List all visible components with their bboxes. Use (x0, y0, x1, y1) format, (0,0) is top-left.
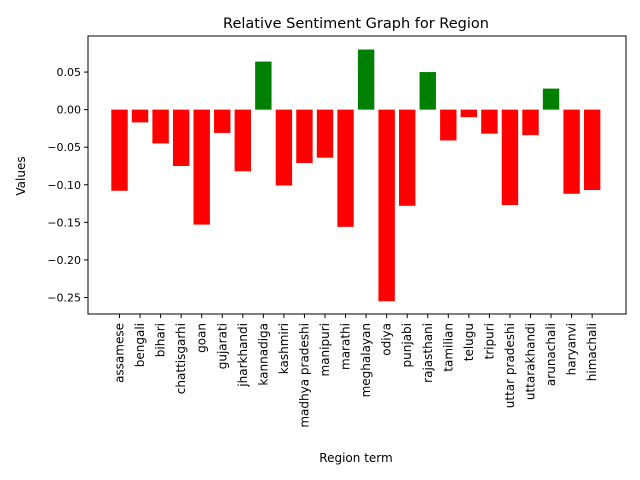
x-tick-label: rajasthani (421, 323, 435, 383)
bar-tripuri (481, 109, 498, 134)
x-tick-label: uttar pradeshi (503, 323, 517, 408)
bar-telugu (460, 109, 478, 118)
bar-bengali (131, 109, 149, 123)
x-tick-label: uttarakhandi (524, 323, 538, 400)
bar-rajasthani (419, 72, 436, 110)
bar-kashmiri (275, 109, 293, 186)
x-tick-label: haryanvi (565, 323, 579, 375)
x-tick-label: chattisgarhi (174, 323, 188, 394)
bar-arunachali (542, 88, 560, 110)
x-tick-label: madhya pradeshi (297, 323, 311, 428)
bar-gujarati (214, 109, 231, 133)
bar-punjabi (399, 109, 416, 206)
x-tick-label: assamese (113, 323, 127, 383)
y-axis-label: Values (14, 156, 28, 195)
x-tick-label: tamilian (441, 323, 455, 372)
y-tick-label: −0.20 (47, 254, 81, 267)
bar-uttarakhandi (522, 109, 539, 136)
y-tick-label: −0.25 (47, 291, 81, 304)
x-tick-label: gujarati (215, 323, 229, 369)
x-tick-label: kashmiri (277, 323, 291, 374)
x-tick-label: punjabi (400, 323, 414, 367)
x-tick-label: kannadiga (256, 323, 270, 386)
chart-title: Relative Sentiment Graph for Region (223, 16, 489, 32)
x-tick-label: himachali (585, 323, 599, 381)
y-axis-ticks: 0.05 0.00 −0.05 −0.10 −0.15 −0.20 −0.25 (47, 66, 88, 304)
x-tick-label: bengali (133, 323, 147, 367)
bar-goan (193, 109, 210, 225)
bar-haryanvi (563, 109, 580, 194)
x-axis-label: Region term (319, 451, 392, 465)
x-tick-label: arunachali (544, 323, 558, 386)
x-tick-label: bihari (154, 323, 168, 357)
x-tick-label: goan (195, 323, 209, 353)
x-tick-label: tripuri (482, 323, 496, 359)
x-tick-label: marathi (339, 323, 353, 370)
x-tick-label: jharkhandi (236, 323, 250, 388)
x-tick-label: manipuri (318, 323, 332, 376)
x-tick-label: odiya (380, 323, 394, 356)
bar-assamese (111, 109, 128, 191)
bar-manipuri (316, 109, 334, 158)
bar-odiya (378, 109, 395, 302)
bar-marathi (337, 109, 354, 227)
bar-uttar-pradeshi (501, 109, 519, 206)
y-tick-label: −0.10 (47, 179, 81, 192)
bar-himachali (583, 109, 601, 191)
bar-jharkhandi (234, 109, 251, 172)
x-axis-ticks: assamese bengali bihari chattisgarhi goan guj… (113, 314, 599, 428)
bars-group (111, 49, 601, 302)
x-tick-label: telugu (462, 323, 476, 361)
y-tick-label: −0.05 (47, 141, 81, 154)
y-tick-label: 0.00 (57, 104, 82, 117)
y-tick-label: −0.15 (47, 216, 81, 229)
axes-group (87, 35, 627, 315)
x-tick-label: meghalayan (359, 323, 373, 397)
bar-chattisgarhi (172, 109, 190, 166)
bar-madhya-pradeshi (296, 109, 313, 163)
plot-frame (87, 35, 627, 315)
bar-meghalayan (357, 49, 375, 110)
bar-tamilian (440, 109, 457, 141)
y-tick-label: 0.05 (57, 66, 82, 79)
bar-kannadiga (255, 61, 272, 110)
bar-bihari (152, 109, 169, 144)
